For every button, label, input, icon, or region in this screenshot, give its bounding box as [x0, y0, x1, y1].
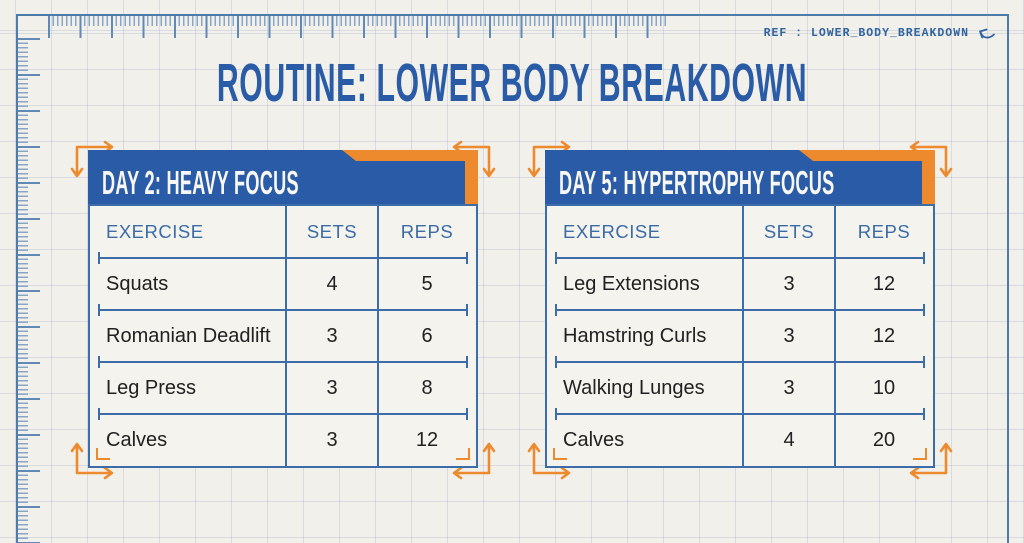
column-header-row: EXERCISE SETS REPS: [547, 206, 933, 258]
sets-cell: 3: [783, 324, 795, 347]
left-ruler: [18, 38, 40, 543]
exercise-cell: Romanian Deadlift: [106, 324, 271, 347]
ref-label: REF : LOWER_BODY_BREAKDOWN: [763, 27, 969, 40]
sets-cell: 3: [326, 428, 338, 451]
table-title: DAY 2: HEAVY FOCUS: [102, 163, 299, 201]
column-header-exercise: EXERCISE: [106, 221, 204, 242]
column-divider: [377, 206, 379, 466]
corner-arrow-icon: [905, 140, 953, 182]
table-card-day5: DAY 5: HYPERTROPHY FOCUS EXERCISE SETS R…: [527, 140, 953, 480]
corner-arrow-icon: [448, 140, 496, 182]
top-ruler: [48, 16, 669, 38]
corner-arrow-icon: [70, 438, 118, 480]
page-title: ROUTINE: LOWER BODY BREAKDOWN: [216, 53, 808, 113]
table-row: Walking Lunges 3 10: [547, 356, 933, 414]
reps-cell: 10: [872, 376, 896, 399]
reps-cell: 5: [421, 272, 433, 295]
table-row: Calves 4 20: [547, 408, 933, 466]
sets-cell: 3: [783, 376, 795, 399]
corner-arrow-icon: [527, 438, 575, 480]
table-row: Squats 4 5: [90, 252, 476, 310]
corner-arrow-icon: [527, 140, 575, 182]
exercise-cell: Calves: [106, 428, 168, 451]
table-card-day2: DAY 2: HEAVY FOCUS EXERCISE SETS REPS Sq…: [70, 140, 496, 480]
exercise-cell: Calves: [563, 428, 625, 451]
column-header-exercise: EXERCISE: [563, 221, 661, 242]
corner-bracket-icon: [553, 448, 567, 460]
column-divider: [834, 206, 836, 466]
exercise-cell: Hamstring Curls: [563, 324, 707, 347]
corner-bracket-icon: [96, 448, 110, 460]
reps-cell: 12: [415, 428, 439, 451]
column-divider: [742, 206, 744, 466]
corner-bracket-icon: [913, 448, 927, 460]
table-row: Calves 3 12: [90, 408, 476, 466]
row-divider: [555, 408, 925, 420]
column-header-reps: REPS: [857, 221, 911, 242]
reps-cell: 8: [421, 376, 433, 399]
corner-arrow-icon: [448, 438, 496, 480]
sets-cell: 4: [326, 272, 338, 295]
undo-arrow-icon: [977, 26, 996, 41]
row-divider: [555, 252, 925, 264]
table-body: EXERCISE SETS REPS Leg Extensions 3 12 H…: [545, 204, 935, 468]
column-header-sets: SETS: [306, 221, 358, 242]
title-row: ROUTINE: LOWER BODY BREAKDOWN: [0, 52, 1024, 114]
reps-cell: 6: [421, 324, 433, 347]
row-divider: [555, 356, 925, 368]
sets-cell: 3: [326, 376, 338, 399]
table-header: DAY 5: HYPERTROPHY FOCUS: [545, 150, 935, 204]
row-divider: [98, 408, 468, 420]
sets-cell: 3: [783, 272, 795, 295]
exercise-cell: Leg Extensions: [563, 272, 700, 295]
exercise-cell: Squats: [106, 272, 169, 295]
table-row: Hamstring Curls 3 12: [547, 304, 933, 362]
sets-cell: 3: [326, 324, 338, 347]
exercise-cell: Leg Press: [106, 376, 197, 399]
column-header-row: EXERCISE SETS REPS: [90, 206, 476, 258]
row-divider: [98, 252, 468, 264]
sets-cell: 4: [783, 428, 795, 451]
row-divider: [98, 304, 468, 316]
reps-cell: 12: [872, 324, 896, 347]
table-title: DAY 5: HYPERTROPHY FOCUS: [559, 163, 835, 201]
row-divider: [555, 304, 925, 316]
corner-arrow-icon: [70, 140, 118, 182]
reps-cell: 12: [872, 272, 896, 295]
table-rows: Squats 4 5 Romanian Deadlift 3 6 Leg Pre…: [90, 252, 476, 466]
table-rows: Leg Extensions 3 12 Hamstring Curls 3 12…: [547, 252, 933, 466]
table-row: Leg Extensions 3 12: [547, 252, 933, 310]
row-divider: [98, 356, 468, 368]
column-header-reps: REPS: [400, 221, 454, 242]
table-header: DAY 2: HEAVY FOCUS: [88, 150, 478, 204]
table-body: EXERCISE SETS REPS Squats 4 5 Romanian D…: [88, 204, 478, 468]
exercise-cell: Walking Lunges: [563, 376, 705, 399]
table-row: Leg Press 3 8: [90, 356, 476, 414]
reps-cell: 20: [872, 428, 896, 451]
column-divider: [285, 206, 287, 466]
table-row: Romanian Deadlift 3 6: [90, 304, 476, 362]
column-header-sets: SETS: [763, 221, 815, 242]
ref-label-group: REF : LOWER_BODY_BREAKDOWN: [764, 26, 996, 41]
corner-bracket-icon: [456, 448, 470, 460]
corner-arrow-icon: [905, 438, 953, 480]
